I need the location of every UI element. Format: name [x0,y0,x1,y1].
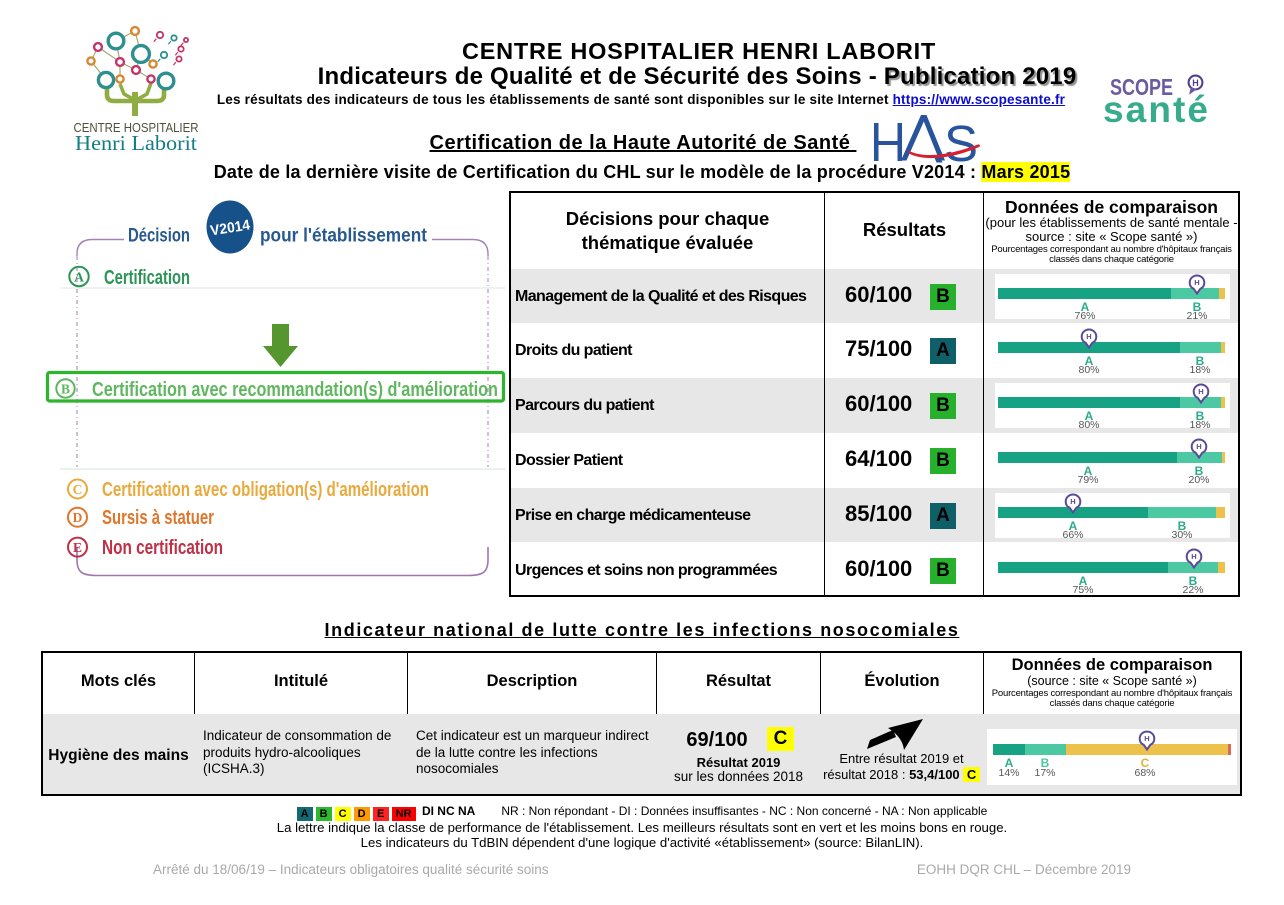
svg-text:pour l'établissement: pour l'établissement [260,226,428,247]
svg-text:A: A [74,270,84,285]
svg-text:Sursis à statuer: Sursis à statuer [102,507,214,529]
svg-text:H: H [1196,442,1201,451]
svg-text:Décision: Décision [128,226,190,247]
svg-text:H: H [1070,497,1075,506]
svg-text:Certification: Certification [104,267,190,289]
svg-text:Certification avec recommandat: Certification avec recommandation(s) d'a… [92,379,498,401]
svg-text:V2014: V2014 [209,217,251,239]
svg-text:H: H [1086,332,1091,341]
svg-text:H: H [1192,78,1199,88]
svg-text:H: H [1194,278,1199,287]
svg-text:B: B [61,382,70,397]
svg-text:H: H [1191,552,1196,561]
svg-text:CENTRE HOSPITALIER: CENTRE HOSPITALIER [74,120,199,135]
svg-text:H: H [1198,387,1203,396]
svg-text:D: D [73,510,83,525]
svg-text:Certification avec obligation(: Certification avec obligation(s) d'améli… [102,479,429,501]
svg-text:SCOPE: SCOPE [1110,74,1173,100]
svg-text:C: C [73,482,83,497]
svg-text:H: H [1144,734,1149,743]
svg-text:S: S [944,115,978,172]
svg-text:santé: santé [1103,89,1207,130]
svg-text:E: E [73,540,82,555]
svg-text:Non certification: Non certification [102,537,223,559]
svg-text:Henri Laborit: Henri Laborit [75,131,197,155]
